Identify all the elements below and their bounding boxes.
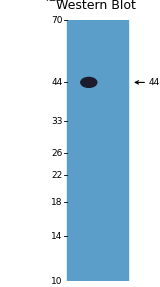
Text: 18: 18 bbox=[51, 198, 62, 207]
Text: 22: 22 bbox=[51, 171, 62, 180]
Text: 44: 44 bbox=[51, 78, 62, 87]
Text: 14: 14 bbox=[51, 232, 62, 241]
Text: kDa: kDa bbox=[45, 0, 62, 3]
Bar bbox=[67, 20, 128, 281]
Text: 70: 70 bbox=[51, 15, 62, 25]
Text: 10: 10 bbox=[51, 277, 62, 286]
Ellipse shape bbox=[81, 77, 97, 87]
Text: Western Blot: Western Blot bbox=[56, 0, 136, 12]
Text: 33: 33 bbox=[51, 117, 62, 125]
Text: 44kDa: 44kDa bbox=[149, 78, 160, 87]
Text: 26: 26 bbox=[51, 148, 62, 158]
